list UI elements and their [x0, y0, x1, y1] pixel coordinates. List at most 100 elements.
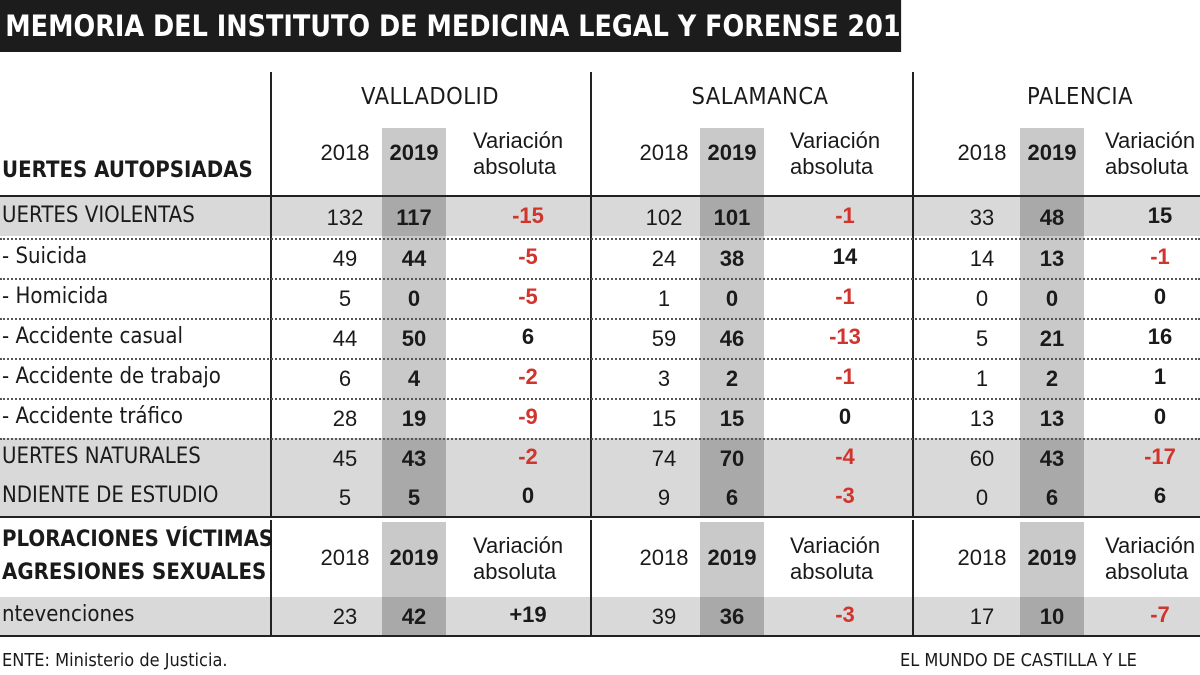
row-separator [0, 238, 1200, 240]
cell-2018: 3 [657, 366, 671, 391]
cell-variation: -5 [518, 284, 538, 309]
source-note: ENTE: Ministerio de Justicia. [2, 650, 228, 671]
rule [0, 195, 1200, 197]
row-highlight [0, 597, 1200, 635]
cell-2018: 24 [651, 246, 677, 271]
cell-2019: 48 [1039, 205, 1065, 230]
row-separator [0, 318, 1200, 320]
row-separator [0, 358, 1200, 360]
cell-2018: 17 [969, 604, 995, 629]
header-variation: Variación absoluta [1105, 128, 1196, 179]
cell-2018: 5 [975, 326, 989, 351]
row-highlight [0, 438, 1200, 477]
header-variation: Variación absoluta [790, 533, 881, 584]
cell-2018: 13 [969, 406, 995, 431]
cell-variation: -1 [835, 284, 855, 309]
cell-variation: -15 [512, 203, 544, 228]
column-divider [590, 520, 592, 635]
cell-2019: 0 [1045, 286, 1059, 311]
cell-2018: 1 [657, 286, 671, 311]
year-2019-cell-highlight [700, 197, 764, 236]
cell-2018: 14 [969, 246, 995, 271]
cell-2018: 5 [338, 286, 352, 311]
city-header: SALAMANCA [691, 84, 829, 110]
header-2019: 2019 [707, 545, 757, 570]
cell-variation: -17 [1144, 444, 1176, 469]
cell-variation: 0 [838, 404, 852, 429]
header-2018: 2018 [320, 140, 370, 165]
row-separator [0, 398, 1200, 400]
cell-variation: -1 [1150, 244, 1170, 269]
row-label: ntevenciones [2, 602, 135, 627]
cell-2019: 0 [725, 286, 739, 311]
cell-variation: 1 [1153, 364, 1167, 389]
cell-2018: 23 [332, 604, 358, 629]
column-divider [912, 520, 914, 635]
row-label: - Accidente de trabajo [2, 364, 221, 389]
header-2018: 2018 [320, 545, 370, 570]
cell-2018: 45 [332, 446, 358, 471]
column-divider [270, 520, 272, 635]
cell-variation: 6 [521, 324, 535, 349]
cell-2019: 5 [407, 485, 421, 510]
section-title: UERTES AUTOPSIADAS [2, 158, 253, 183]
cell-2019: 43 [401, 446, 427, 471]
cell-variation: -2 [518, 444, 538, 469]
year-2019-cell-highlight [382, 197, 446, 236]
cell-2018: 5 [338, 485, 352, 510]
city-header: PALENCIA [1026, 84, 1134, 110]
cell-2018: 74 [651, 446, 677, 471]
header-2018: 2018 [639, 140, 689, 165]
cell-variation: 0 [1153, 284, 1167, 309]
cell-2018: 59 [651, 326, 677, 351]
rule [0, 635, 1200, 637]
header-2018: 2018 [639, 545, 689, 570]
cell-variation: -4 [835, 444, 855, 469]
publication-credit: EL MUNDO DE CASTILLA Y LE [900, 650, 1137, 671]
cell-2018: 9 [657, 485, 671, 510]
cell-variation: 15 [1147, 203, 1173, 228]
row-label: - Accidente casual [2, 324, 183, 349]
row-label: - Accidente tráfico [2, 404, 183, 429]
year-2019-cell-highlight [382, 477, 446, 516]
column-divider [270, 72, 272, 516]
cell-2018: 60 [969, 446, 995, 471]
page-title: MEMORIA DEL INSTITUTO DE MEDICINA LEGAL … [0, 0, 902, 52]
header-2019: 2019 [389, 140, 439, 165]
cell-variation: -3 [835, 602, 855, 627]
cell-2019: 36 [719, 604, 745, 629]
row-label: - Suicida [2, 244, 88, 269]
cell-2019: 101 [713, 205, 751, 230]
cell-variation: -3 [835, 483, 855, 508]
header-2019: 2019 [1027, 140, 1077, 165]
cell-2018: 6 [338, 366, 352, 391]
header-2019: 2019 [1027, 545, 1077, 570]
cell-2019: 42 [401, 604, 427, 629]
cell-variation: 14 [832, 244, 858, 269]
cell-2019: 2 [1045, 366, 1059, 391]
cell-variation: -1 [835, 364, 855, 389]
year-2019-cell-highlight [1020, 597, 1084, 635]
cell-variation: 6 [1153, 483, 1167, 508]
cell-2019: 21 [1039, 326, 1065, 351]
cell-2019: 4 [407, 366, 421, 391]
cell-2019: 38 [719, 246, 745, 271]
cell-2019: 50 [401, 326, 427, 351]
cell-2018: 132 [326, 205, 364, 230]
cell-variation: -7 [1150, 602, 1170, 627]
header-variation: Variación absoluta [473, 533, 564, 584]
cell-2019: 43 [1039, 446, 1065, 471]
cell-variation: -13 [829, 324, 861, 349]
cell-variation: -5 [518, 244, 538, 269]
cell-2018: 49 [332, 246, 358, 271]
column-divider [912, 72, 914, 516]
cell-2019: 6 [1045, 485, 1059, 510]
section-title: PLORACIONES VÍCTIMAS [2, 527, 274, 552]
cell-2019: 10 [1039, 604, 1065, 629]
cell-2019: 15 [719, 406, 745, 431]
cell-2019: 6 [725, 485, 739, 510]
cell-2018: 33 [969, 205, 995, 230]
cell-2018: 39 [651, 604, 677, 629]
year-2019-cell-highlight [1020, 477, 1084, 516]
cell-2018: 1 [975, 366, 989, 391]
